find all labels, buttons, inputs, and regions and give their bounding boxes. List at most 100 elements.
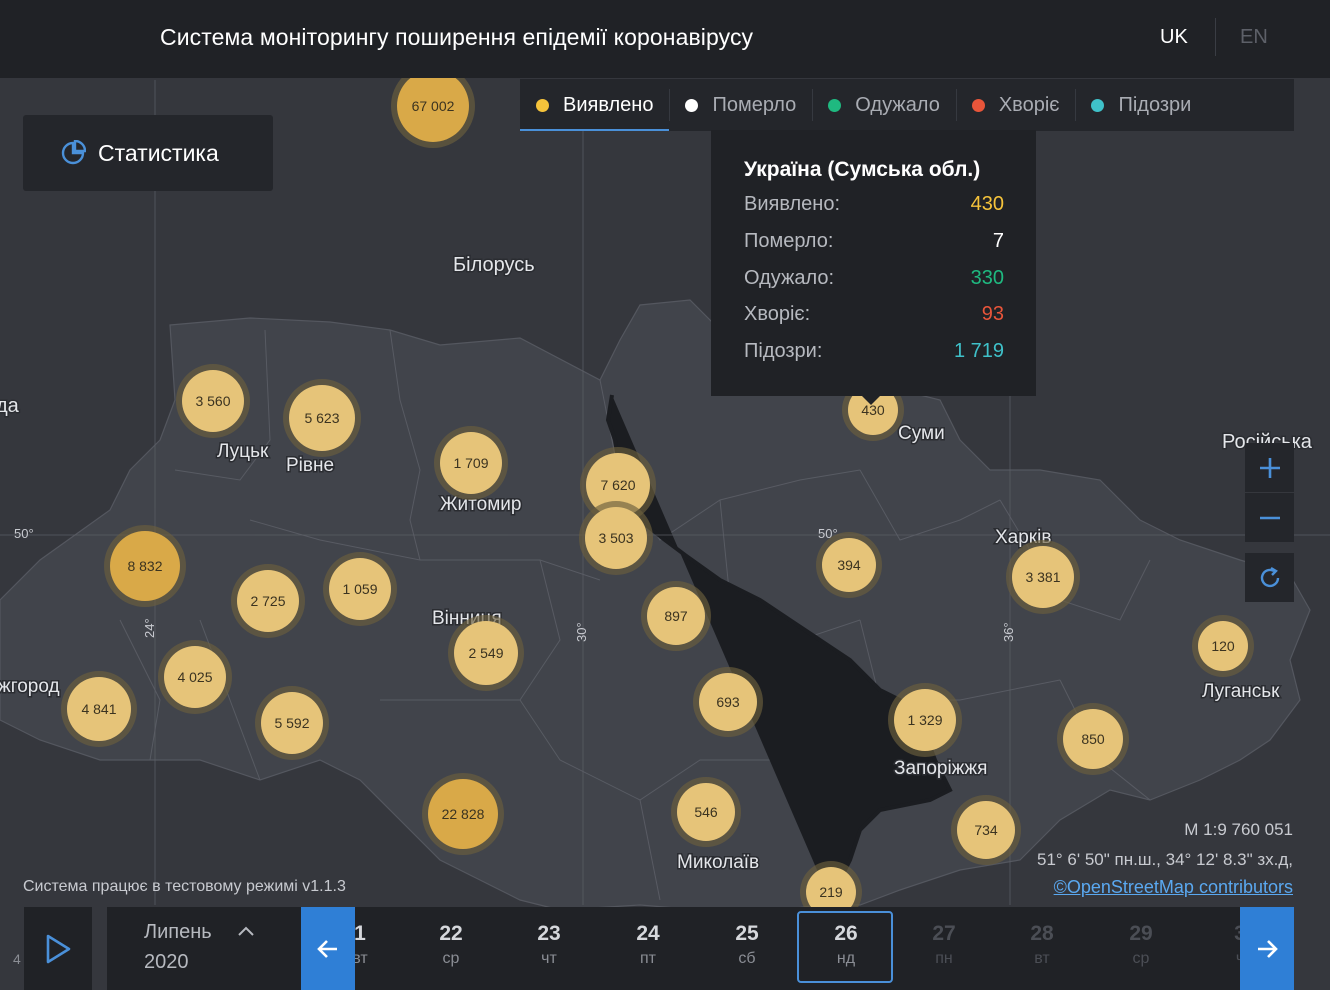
cluster-marker[interactable]: 693 (693, 667, 763, 737)
cluster-circle (677, 783, 735, 841)
day-item[interactable]: 1 вт (311, 907, 409, 990)
cluster-marker[interactable]: 4 025 (158, 640, 232, 714)
prev-day-button[interactable] (301, 907, 355, 990)
day-item[interactable]: 28 вт (993, 907, 1091, 990)
statistics-label: Статистика (98, 139, 219, 166)
cluster-marker[interactable]: 1 709 (434, 426, 508, 500)
day-item[interactable]: 24 пт (599, 907, 697, 990)
tooltip-label: Виявлено: (744, 193, 841, 215)
cluster-marker[interactable]: 22 828 (422, 773, 504, 855)
place-label: Житомир (440, 494, 521, 515)
metric-filter-bar: Виявлено Померло Одужало Хворіє Підозри (520, 79, 1294, 131)
cluster-marker[interactable]: 850 (1057, 703, 1129, 775)
cluster-marker[interactable]: 5 623 (283, 379, 361, 457)
day-weekday: пт (640, 950, 656, 967)
cluster-marker[interactable]: 1 329 (888, 683, 962, 757)
osm-attribution-link[interactable]: ©OpenStreetMap contributors (1053, 877, 1293, 897)
cluster-count: 2 725 (250, 593, 285, 609)
day-item[interactable]: 29 ср (1092, 907, 1190, 990)
tooltip-title: Україна (Сумська обл.) (744, 158, 981, 181)
tooltip-row: Хворіє: 93 (744, 303, 1004, 326)
day-item-selected[interactable]: 26 нд (797, 907, 895, 990)
cluster-count: 1 329 (907, 712, 942, 728)
day-item[interactable]: 25 сб (698, 907, 796, 990)
cluster-marker[interactable]: 120 (1192, 615, 1254, 677)
filter-died[interactable]: Померло (669, 79, 812, 131)
cluster-circle (261, 692, 323, 754)
filter-suspected[interactable]: Підозри (1075, 79, 1207, 131)
cluster-marker[interactable]: 897 (641, 581, 711, 651)
cluster-count: 22 828 (442, 806, 485, 822)
cluster-marker[interactable]: 7 620 (580, 447, 656, 523)
filter-label: Померло (712, 93, 797, 116)
day-item[interactable]: 23 чт (500, 907, 598, 990)
place-label: Запоріжжя (894, 758, 987, 779)
cluster-marker[interactable]: 67 002 (391, 64, 475, 148)
cluster-circle (586, 453, 650, 517)
test-mode-notice: Система працює в тестовому режимі v1.1.3 (23, 878, 346, 895)
month-selector[interactable]: Липень 2020 (107, 907, 301, 990)
cursor-coordinates: 51° 6' 50" пн.ш., 34° 12' 8.3" зх.д, (1036, 850, 1293, 869)
day-number: 29 (1129, 922, 1153, 945)
day-number: 25 (735, 922, 759, 945)
cluster-marker[interactable]: 3 560 (176, 364, 250, 438)
day-item[interactable]: 22 ср (402, 907, 500, 990)
tooltip-row: Підозри: 1 719 (744, 340, 1004, 363)
cluster-marker[interactable]: 4 841 (61, 671, 137, 747)
tooltip-value: 7 (992, 230, 1004, 252)
year-label: 2020 (144, 951, 189, 973)
reset-view-button[interactable] (1245, 553, 1294, 602)
arrow-right-icon (1258, 939, 1278, 958)
day-weekday: пн (935, 950, 953, 967)
tooltip-row: Одужало: 330 (744, 267, 1004, 290)
filter-label: Підозри (1118, 93, 1192, 116)
tooltip-row: Померло: 7 (744, 230, 1004, 253)
cluster-circle (428, 779, 498, 849)
lang-uk-button[interactable]: UK (1160, 26, 1188, 48)
region-tooltip: Україна (Сумська обл.) Виявлено: 430 Пом… (711, 130, 1036, 396)
cluster-circle (806, 867, 856, 917)
day-number: 23 (537, 922, 561, 945)
play-button[interactable] (24, 907, 92, 990)
cluster-count: 1 059 (342, 581, 377, 597)
filter-sick[interactable]: Хворіє (955, 79, 1076, 131)
day-number: 26 (834, 922, 858, 945)
cluster-marker[interactable]: 394 (816, 532, 882, 598)
cluster-count: 4 841 (81, 701, 116, 717)
cluster-circle (440, 432, 502, 494)
lang-en-button[interactable]: EN (1240, 26, 1268, 48)
cluster-circle (182, 370, 244, 432)
tooltip-value: 330 (970, 267, 1004, 289)
graticule-label: 36° (1001, 622, 1016, 642)
place-label: Суми (898, 423, 945, 444)
cluster-marker[interactable]: 2 725 (231, 564, 305, 638)
graticule-label: 24° (142, 618, 157, 638)
month-label: Липень (144, 921, 212, 943)
zoom-in-button[interactable] (1245, 443, 1294, 492)
cluster-circle (289, 385, 355, 451)
cluster-marker[interactable]: 8 832 (104, 525, 186, 607)
cluster-marker[interactable]: 2 549 (448, 615, 524, 691)
cluster-marker[interactable]: 3 503 (579, 501, 653, 575)
day-number: 28 (1030, 922, 1054, 945)
cluster-circle (957, 801, 1015, 859)
cluster-marker[interactable]: 5 592 (255, 686, 329, 760)
cluster-marker[interactable]: 1 059 (323, 552, 397, 626)
day-weekday: вт (352, 950, 368, 967)
day-item[interactable]: 27 пн (895, 907, 993, 990)
timeline-edge-label: 4 (13, 951, 21, 967)
filter-recovered[interactable]: Одужало (812, 79, 956, 131)
next-day-button[interactable] (1240, 907, 1294, 990)
tooltip-label: Одужало: (744, 267, 835, 289)
refresh-icon (1260, 566, 1279, 587)
cluster-count: 430 (861, 402, 885, 418)
cluster-marker[interactable]: 3 381 (1006, 540, 1080, 614)
cluster-marker[interactable]: 734 (951, 795, 1021, 865)
filter-detected[interactable]: Виявлено (520, 79, 670, 131)
zoom-out-button[interactable] (1245, 493, 1294, 542)
cluster-marker[interactable]: 546 (671, 777, 741, 847)
minus-icon (1259, 516, 1280, 519)
statistics-button[interactable]: Статистика (23, 115, 273, 191)
status-dot-icon (1091, 98, 1105, 112)
